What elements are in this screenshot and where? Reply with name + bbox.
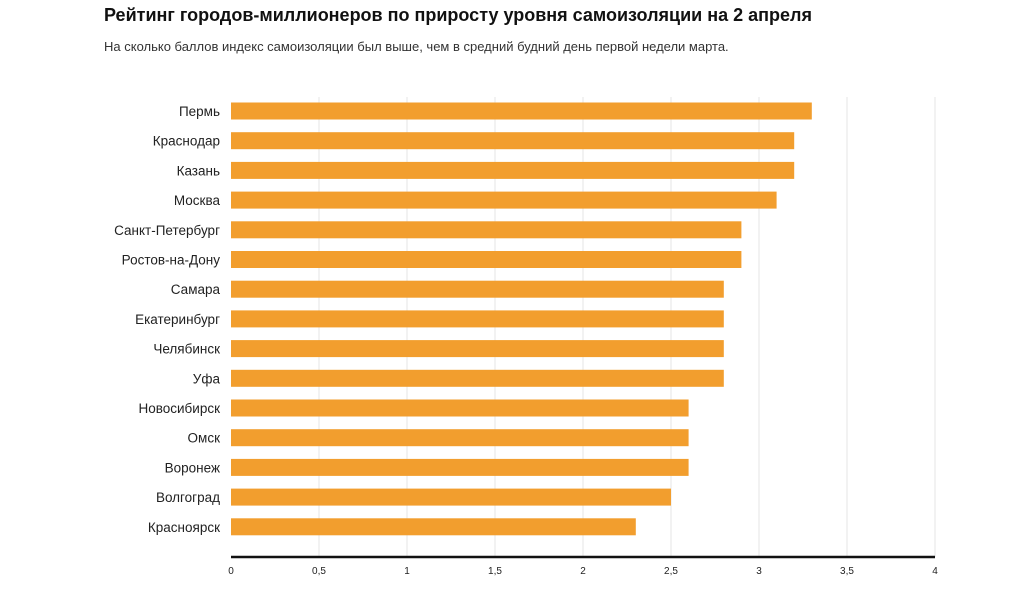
bar: [231, 221, 742, 239]
chart-title: Рейтинг городов-миллионеров по приросту …: [104, 5, 812, 25]
bar: [231, 102, 812, 120]
category-label: Санкт-Петербург: [114, 223, 220, 238]
category-label: Челябинск: [153, 342, 220, 357]
bar: [231, 161, 795, 179]
category-label: Уфа: [193, 371, 221, 386]
x-tick-label: 1,5: [488, 566, 502, 577]
category-label: Воронеж: [165, 460, 220, 475]
x-tick-label: 2,5: [664, 566, 678, 577]
bar: [231, 340, 724, 358]
category-label: Пермь: [179, 104, 220, 119]
x-tick-label: 3: [756, 566, 762, 577]
category-label: Новосибирск: [138, 401, 220, 416]
bar: [231, 191, 777, 209]
category-label: Красноярск: [148, 520, 220, 535]
category-label: Ростов-на-Дону: [122, 253, 221, 268]
x-tick-label: 2: [580, 566, 586, 577]
x-tick-label: 4: [932, 566, 938, 577]
bar: [231, 458, 689, 476]
bar: [231, 518, 636, 536]
category-label: Казань: [177, 163, 220, 178]
x-tick-label: 1: [404, 566, 410, 577]
category-label: Краснодар: [153, 134, 220, 149]
chart-subtitle: На сколько баллов индекс самоизоляции бы…: [104, 39, 729, 54]
x-tick-label: 0,5: [312, 566, 326, 577]
bar: [231, 399, 689, 417]
category-label: Омск: [188, 431, 221, 446]
bar: [231, 488, 671, 506]
x-tick-label: 3,5: [840, 566, 854, 577]
category-label: Екатеринбург: [135, 312, 220, 327]
x-tick-label: 0: [228, 566, 234, 577]
category-label: Самара: [171, 282, 221, 297]
category-label: Москва: [174, 193, 221, 208]
bar: [231, 369, 724, 387]
bar: [231, 251, 742, 268]
bar: [231, 280, 724, 298]
category-label: Волгоград: [156, 490, 220, 505]
bar: [231, 310, 724, 328]
bar: [231, 429, 689, 447]
bar: [231, 132, 795, 150]
